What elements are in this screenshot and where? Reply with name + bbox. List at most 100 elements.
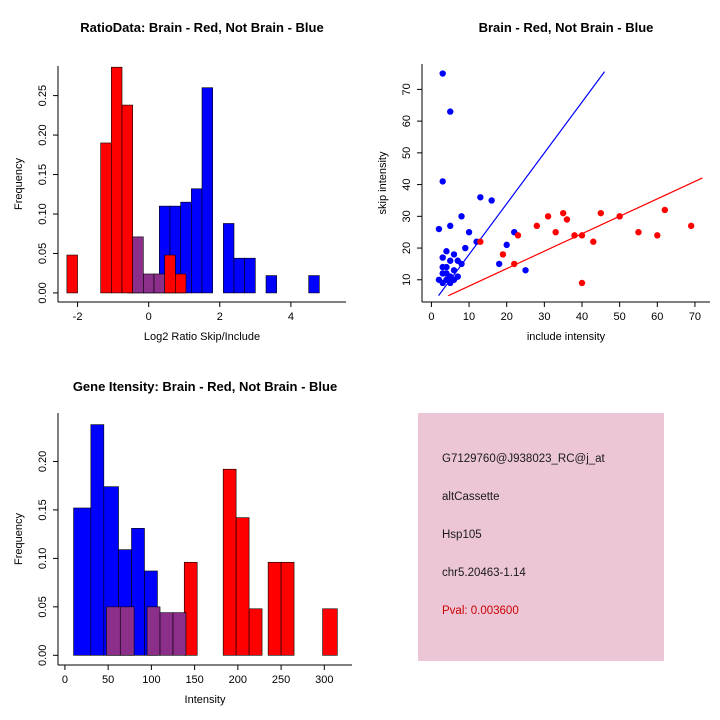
y-tick-label: 0.20 bbox=[37, 124, 49, 145]
data-point bbox=[571, 232, 578, 239]
data-point bbox=[447, 108, 454, 115]
y-tick-label: 10 bbox=[401, 274, 413, 286]
x-tick-label: -2 bbox=[73, 311, 83, 323]
histogram-bar bbox=[119, 606, 135, 656]
x-tick-label: 70 bbox=[689, 311, 701, 323]
y-tick-label: 0.10 bbox=[37, 548, 49, 569]
data-point bbox=[616, 213, 623, 220]
histogram-bar bbox=[280, 561, 295, 656]
x-tick-label: 0 bbox=[146, 311, 152, 323]
histogram-bar bbox=[248, 608, 263, 656]
histogram-bar bbox=[106, 606, 121, 656]
data-point bbox=[578, 232, 586, 239]
data-point bbox=[435, 225, 443, 233]
histogram-bar bbox=[235, 517, 250, 656]
y-tick-label: 30 bbox=[401, 210, 413, 222]
data-point bbox=[578, 279, 586, 287]
chart-title: Brain - Red, Not Brain - Blue bbox=[479, 20, 654, 35]
x-tick-label: 100 bbox=[142, 674, 160, 686]
y-tick-label: 0.20 bbox=[37, 451, 49, 472]
y-tick-label: 60 bbox=[401, 115, 413, 127]
histogram-bar bbox=[267, 561, 282, 656]
histogram-bar bbox=[308, 275, 320, 294]
x-tick-label: 40 bbox=[576, 311, 588, 323]
y-axis-label: Frequency bbox=[13, 513, 25, 565]
histogram-bar bbox=[153, 273, 165, 294]
data-point bbox=[511, 260, 518, 268]
probe-id-text: G7129760@J938023_RC@j_at bbox=[442, 453, 605, 465]
data-point bbox=[563, 216, 571, 223]
x-tick-label: 30 bbox=[538, 311, 550, 323]
y-axis-label: skip intensity bbox=[377, 151, 389, 214]
chromosome-location-text: chr5.20463-1.14 bbox=[442, 567, 526, 579]
histogram-bar bbox=[66, 254, 78, 294]
data-point bbox=[477, 238, 484, 245]
x-tick-label: 10 bbox=[463, 311, 475, 323]
data-point bbox=[447, 222, 454, 230]
data-point bbox=[439, 279, 446, 287]
histogram-bar bbox=[322, 608, 338, 656]
x-axis-label: Log2 Ratio Skip/Include bbox=[144, 331, 260, 343]
y-tick-label: 50 bbox=[401, 147, 413, 159]
data-point bbox=[477, 194, 484, 201]
histogram-bar bbox=[201, 87, 213, 294]
x-axis-label: include intensity bbox=[527, 331, 606, 343]
histogram-bar bbox=[90, 424, 105, 656]
histogram-bar bbox=[159, 612, 174, 656]
data-point bbox=[499, 251, 507, 258]
y-tick-label: 0.00 bbox=[37, 645, 49, 666]
data-point bbox=[503, 241, 510, 249]
histogram-bar bbox=[121, 104, 133, 294]
data-point bbox=[439, 254, 446, 261]
x-tick-label: 200 bbox=[229, 674, 247, 686]
data-point bbox=[462, 244, 469, 252]
gene-name-text: Hsp105 bbox=[442, 529, 482, 541]
data-point bbox=[439, 70, 446, 77]
x-tick-label: 300 bbox=[315, 674, 333, 686]
histogram-bar bbox=[223, 223, 235, 294]
data-point bbox=[450, 251, 458, 258]
x-tick-label: 20 bbox=[501, 311, 513, 323]
data-point bbox=[661, 206, 669, 214]
histogram-bar bbox=[111, 66, 123, 294]
data-point bbox=[514, 232, 522, 239]
histogram-bar bbox=[191, 188, 203, 294]
data-point bbox=[522, 267, 529, 274]
chart-title: Gene Itensity: Brain - Red, Not Brain - … bbox=[73, 379, 337, 394]
data-point bbox=[447, 257, 454, 264]
y-tick-label: 0.05 bbox=[37, 596, 49, 617]
histogram-bar bbox=[183, 561, 198, 656]
histogram-bar bbox=[100, 142, 112, 294]
data-point bbox=[443, 248, 450, 255]
x-tick-label: 4 bbox=[288, 311, 294, 323]
data-point bbox=[590, 238, 597, 245]
x-tick-label: 50 bbox=[102, 674, 114, 686]
histogram-bar bbox=[73, 507, 92, 656]
data-point bbox=[544, 213, 552, 220]
histogram-bar bbox=[244, 257, 256, 294]
data-point bbox=[439, 178, 446, 185]
y-tick-label: 70 bbox=[401, 83, 413, 95]
gene-info-panel: G7129760@J938023_RC@j_at altCassette Hsp… bbox=[418, 413, 664, 661]
y-axis-label: Frequency bbox=[13, 158, 25, 210]
histogram-bar bbox=[146, 606, 161, 656]
x-tick-label: 50 bbox=[614, 311, 626, 323]
data-point bbox=[635, 228, 642, 236]
x-tick-label: 60 bbox=[651, 311, 663, 323]
data-point bbox=[533, 222, 541, 230]
x-axis-label: Intensity bbox=[185, 694, 226, 706]
y-tick-label: 0.00 bbox=[37, 282, 49, 303]
gene-intensity-histogram-panel: Gene Itensity: Brain - Red, Not Brain - … bbox=[13, 379, 352, 706]
data-point bbox=[559, 209, 567, 217]
splice-type-text: altCassette bbox=[442, 491, 500, 503]
histogram-bar bbox=[175, 273, 187, 294]
histogram-bar bbox=[222, 468, 237, 656]
histogram-bar bbox=[143, 273, 155, 294]
x-tick-label: 0 bbox=[62, 674, 68, 686]
histogram-bar bbox=[265, 275, 277, 294]
x-tick-label: 0 bbox=[428, 311, 434, 323]
data-point bbox=[439, 263, 446, 271]
data-point bbox=[465, 228, 473, 236]
y-tick-label: 0.15 bbox=[37, 499, 49, 520]
x-tick-label: 250 bbox=[272, 674, 290, 686]
